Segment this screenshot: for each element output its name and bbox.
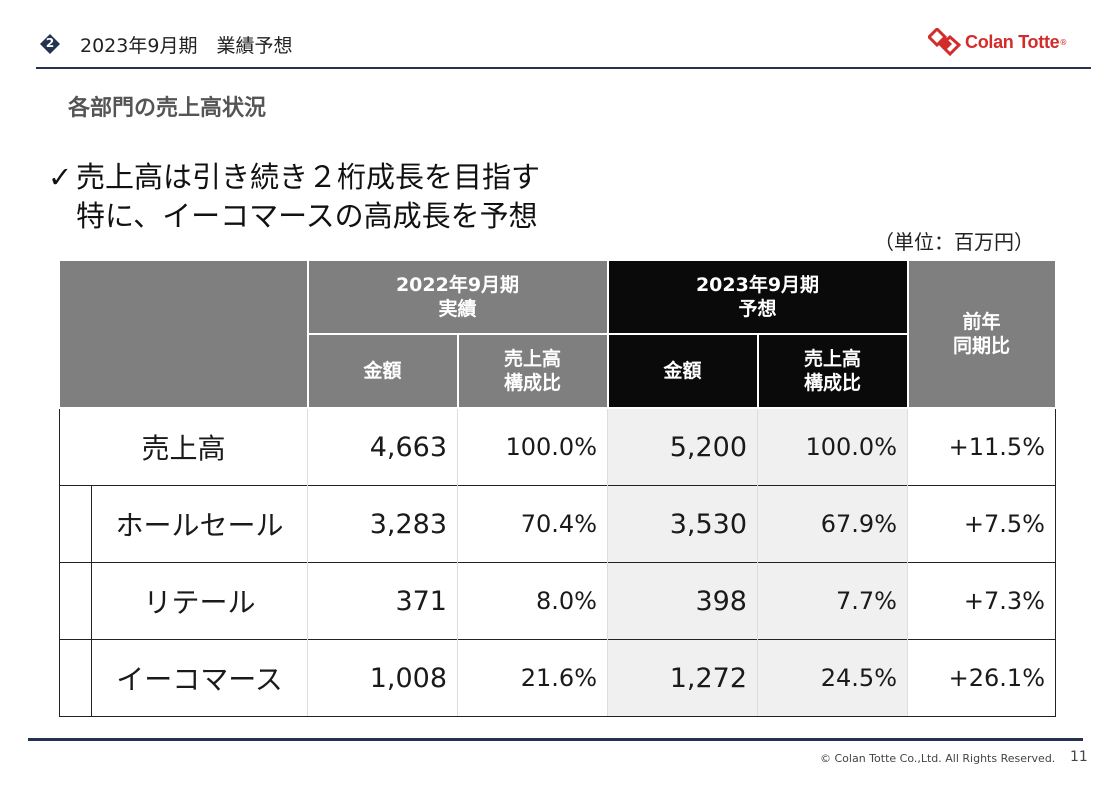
forecast-ratio: 7.7% <box>757 562 908 640</box>
colan-totte-logo-icon <box>928 28 962 56</box>
forecast-ratio: 100.0% <box>757 408 908 486</box>
row-label: イーコマース <box>116 663 283 696</box>
actual-ratio: 100.0% <box>457 408 608 486</box>
header-yoy: 前年 同期比 <box>906 259 1057 409</box>
ratio-label-1: 売上高 <box>503 348 561 370</box>
unit-note: （単位：百万円） <box>874 230 1034 254</box>
forecast-amount: 1,272 <box>607 639 758 717</box>
company-logo: Colan Totte ® <box>928 28 1067 56</box>
lead-statement: ✓ 売上高は引き続き２桁成長を目指す 特に、イーコマースの高成長を予想 <box>48 158 540 236</box>
section-title: 2023年9月期 業績予想 <box>80 35 293 57</box>
header-row-metrics: 金額 売上高 構成比 金額 売上高 構成比 <box>60 333 1056 409</box>
row-label-cell: イーコマース <box>59 639 308 717</box>
lead-line-1: ✓ 売上高は引き続き２桁成長を目指す <box>48 158 540 197</box>
lead-line-2: 特に、イーコマースの高成長を予想 <box>76 199 538 233</box>
yoy-change: +7.3% <box>907 562 1056 640</box>
slide-header: 2 2023年9月期 業績予想 <box>36 28 1091 69</box>
row-label: リテール <box>143 586 256 619</box>
actual-ratio: 70.4% <box>457 485 608 563</box>
forecast-period-sub: 予想 <box>738 298 777 320</box>
row-label-cell: リテール <box>59 562 308 640</box>
section-number-badge: 2 <box>40 34 60 54</box>
header-corner <box>59 259 309 409</box>
forecast-amount: 3,530 <box>607 485 758 563</box>
actual-amount: 3,283 <box>307 485 458 563</box>
lead-text-1: 売上高は引き続き２桁成長を目指す <box>76 160 541 194</box>
page-number: 11 <box>1070 749 1088 765</box>
copyright-notice: © Colan Totte Co.,Ltd. All Rights Reserv… <box>820 752 1056 765</box>
header-actual-amount: 金額 <box>306 333 459 409</box>
checkmark-icon: ✓ <box>48 160 73 194</box>
forecast-ratio: 67.9% <box>757 485 908 563</box>
header-row-periods: 2022年9月期 実績 2023年9月期 予想 前年 同期比 <box>59 259 1057 409</box>
actual-period-sub: 実績 <box>438 298 477 320</box>
table-row-wholesale: ホールセール 3,283 70.4% 3,530 67.9% +7.5% <box>59 485 1056 563</box>
row-label: 売上高 <box>59 408 308 486</box>
yoy-label-1: 前年 <box>962 311 1001 333</box>
yoy-change: +7.5% <box>907 485 1056 563</box>
actual-ratio: 8.0% <box>457 562 608 640</box>
header-actual-period: 2022年9月期 実績 <box>306 259 609 335</box>
ratio-label-2: 構成比 <box>503 372 561 394</box>
footer-divider <box>28 738 1083 741</box>
ratio-label-2: 構成比 <box>803 372 861 394</box>
section-number: 2 <box>45 36 55 50</box>
forecast-period-label: 2023年9月期 <box>695 274 820 296</box>
logo-wordmark: Colan Totte <box>965 31 1060 52</box>
slide-subtitle: 各部門の売上高状況 <box>68 96 267 121</box>
table-row-total: 売上高 4,663 100.0% 5,200 100.0% +11.5% <box>59 408 1056 486</box>
logo-registered-mark: ® <box>1059 37 1068 47</box>
actual-amount: 371 <box>307 562 458 640</box>
ratio-label-1: 売上高 <box>803 348 861 370</box>
row-label: ホールセール <box>115 509 284 542</box>
segment-sales-table: 2022年9月期 実績 2023年9月期 予想 前年 同期比 金額 売上高 構成… <box>59 259 1057 717</box>
header-forecast-period: 2023年9月期 予想 <box>606 259 909 335</box>
yoy-change: +11.5% <box>907 408 1056 486</box>
actual-ratio: 21.6% <box>457 639 608 717</box>
actual-amount: 1,008 <box>307 639 458 717</box>
table-row-retail: リテール 371 8.0% 398 7.7% +7.3% <box>59 562 1056 640</box>
table-row-ecommerce: イーコマース 1,008 21.6% 1,272 24.5% +26.1% <box>59 639 1056 717</box>
yoy-change: +26.1% <box>907 639 1056 717</box>
row-label-cell: ホールセール <box>59 485 308 563</box>
header-forecast-ratio: 売上高 構成比 <box>756 333 909 409</box>
forecast-amount: 5,200 <box>607 408 758 486</box>
forecast-ratio: 24.5% <box>757 639 908 717</box>
actual-period-label: 2022年9月期 <box>395 274 520 296</box>
header-divider <box>36 67 1091 69</box>
forecast-amount: 398 <box>607 562 758 640</box>
actual-amount: 4,663 <box>307 408 458 486</box>
header-actual-ratio: 売上高 構成比 <box>456 333 609 409</box>
header-forecast-amount: 金額 <box>606 333 759 409</box>
yoy-label-2: 同期比 <box>952 335 1010 357</box>
